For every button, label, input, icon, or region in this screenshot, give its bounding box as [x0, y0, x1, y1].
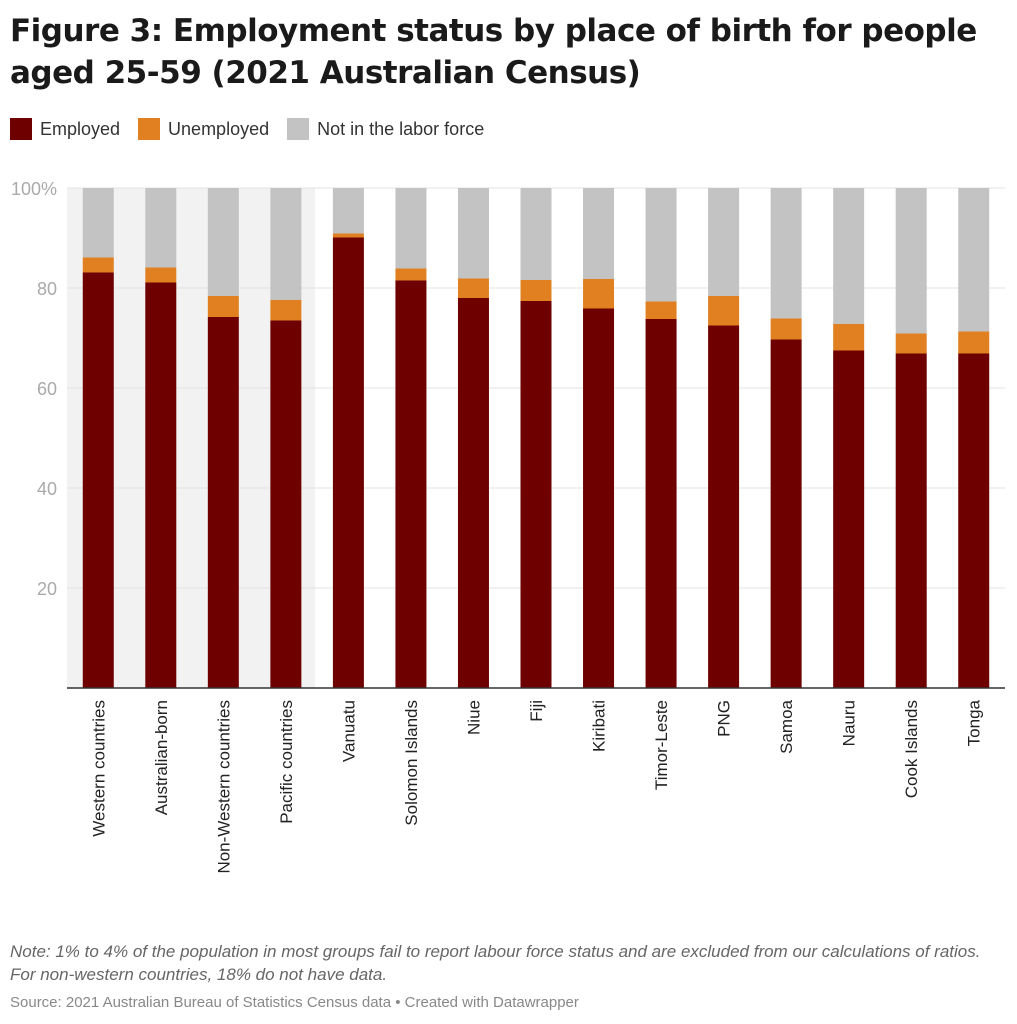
- chart-source: Source: 2021 Australian Bureau of Statis…: [10, 994, 579, 1011]
- legend-label: Employed: [40, 118, 121, 139]
- bar-segment-not-in-the-labor-force: [270, 188, 302, 300]
- bar-segment-not-in-the-labor-force: [895, 188, 927, 334]
- x-tick-label: Niue: [464, 700, 483, 735]
- bar-segment-employed: [958, 353, 990, 688]
- x-tick-label: Vanuatu: [339, 700, 358, 762]
- y-tick-label: 100%: [11, 179, 57, 199]
- bar-segment-not-in-the-labor-force: [958, 188, 990, 332]
- bar-segment-not-in-the-labor-force: [645, 188, 677, 302]
- bar-segment-not-in-the-labor-force: [207, 188, 239, 296]
- legend-swatch: [287, 118, 310, 140]
- x-tick-label: Western countries: [89, 700, 108, 837]
- y-tick-label: 40: [37, 479, 57, 499]
- x-tick-label: PNG: [715, 700, 734, 737]
- bar-segment-employed: [583, 308, 615, 688]
- bar-segment-employed: [833, 350, 865, 688]
- y-tick-label: 20: [37, 579, 57, 599]
- x-tick-label: Cook Islands: [902, 700, 921, 798]
- legend-swatch: [138, 118, 161, 140]
- x-tick-label: Tonga: [965, 699, 984, 746]
- bar-segment-employed: [457, 298, 489, 688]
- bar-segment-not-in-the-labor-force: [332, 188, 364, 234]
- stacked-bar-chart: 20 40 60 80 100% Western countries Australian-…: [11, 179, 1005, 874]
- x-tick-label: Non-Western countries: [214, 700, 233, 874]
- y-tick-label: 60: [37, 379, 57, 399]
- bar-segment-not-in-the-labor-force: [708, 188, 740, 296]
- bar-segment-unemployed: [82, 257, 114, 273]
- legend-item: Unemployed: [138, 118, 269, 140]
- x-tick-label: Kiribati: [590, 700, 609, 752]
- bar-segment-unemployed: [583, 279, 615, 309]
- x-tick-label: Solomon Islands: [402, 700, 421, 826]
- x-tick-label: Nauru: [840, 700, 859, 746]
- bar-segment-not-in-the-labor-force: [457, 188, 489, 279]
- y-tick-label: 80: [37, 279, 57, 299]
- legend-label: Not in the labor force: [317, 118, 485, 139]
- legend: Employed Unemployed Not in the labor force: [10, 118, 484, 140]
- bar-segment-employed: [395, 280, 427, 688]
- bar-segment-not-in-the-labor-force: [770, 188, 802, 319]
- bar-segment-employed: [520, 301, 552, 688]
- bar-segment-unemployed: [645, 301, 677, 319]
- bar-segment-employed: [770, 339, 802, 688]
- x-tick-label: Australian-born: [152, 700, 171, 815]
- bar-segment-employed: [895, 353, 927, 688]
- bar-segment-unemployed: [457, 278, 489, 298]
- bar-segment-employed: [82, 272, 114, 688]
- legend-item: Employed: [10, 118, 120, 140]
- bar-segment-employed: [645, 319, 677, 688]
- bar-segment-unemployed: [520, 280, 552, 301]
- bar-segment-unemployed: [270, 300, 302, 321]
- legend-label: Unemployed: [168, 118, 270, 139]
- bar-segment-unemployed: [207, 296, 239, 317]
- bar-segment-not-in-the-labor-force: [82, 188, 114, 258]
- bar-segment-unemployed: [958, 331, 990, 354]
- bar-segment-unemployed: [332, 233, 364, 238]
- bar-segment-unemployed: [395, 268, 427, 281]
- bar-segment-employed: [708, 325, 740, 688]
- chart-title: Figure 3: Employment status by place of …: [10, 13, 977, 91]
- bar-segment-unemployed: [770, 318, 802, 340]
- bar-segment-not-in-the-labor-force: [583, 188, 615, 279]
- bar-segment-not-in-the-labor-force: [833, 188, 865, 324]
- bar-segment-not-in-the-labor-force: [520, 188, 552, 280]
- bar-segment-employed: [332, 237, 364, 688]
- x-tick-label: Pacific countries: [277, 700, 296, 824]
- x-tick-label: Samoa: [777, 699, 796, 753]
- x-tick-label: Timor-Leste: [652, 700, 671, 790]
- bar-segment-employed: [145, 282, 177, 688]
- bar-segment-not-in-the-labor-force: [145, 188, 177, 268]
- x-tick-label: Fiji: [527, 700, 546, 722]
- bar-segment-unemployed: [145, 267, 177, 283]
- bar-segment-unemployed: [833, 324, 865, 351]
- bar-segment-employed: [207, 317, 239, 688]
- bar-segment-unemployed: [895, 333, 927, 354]
- legend-swatch: [10, 118, 32, 140]
- bar-segment-unemployed: [708, 296, 740, 326]
- legend-item: Not in the labor force: [287, 118, 484, 140]
- bar-segment-employed: [270, 320, 302, 688]
- chart-note: Note: 1% to 4% of the population in most…: [10, 942, 981, 984]
- bar-segment-not-in-the-labor-force: [395, 188, 427, 269]
